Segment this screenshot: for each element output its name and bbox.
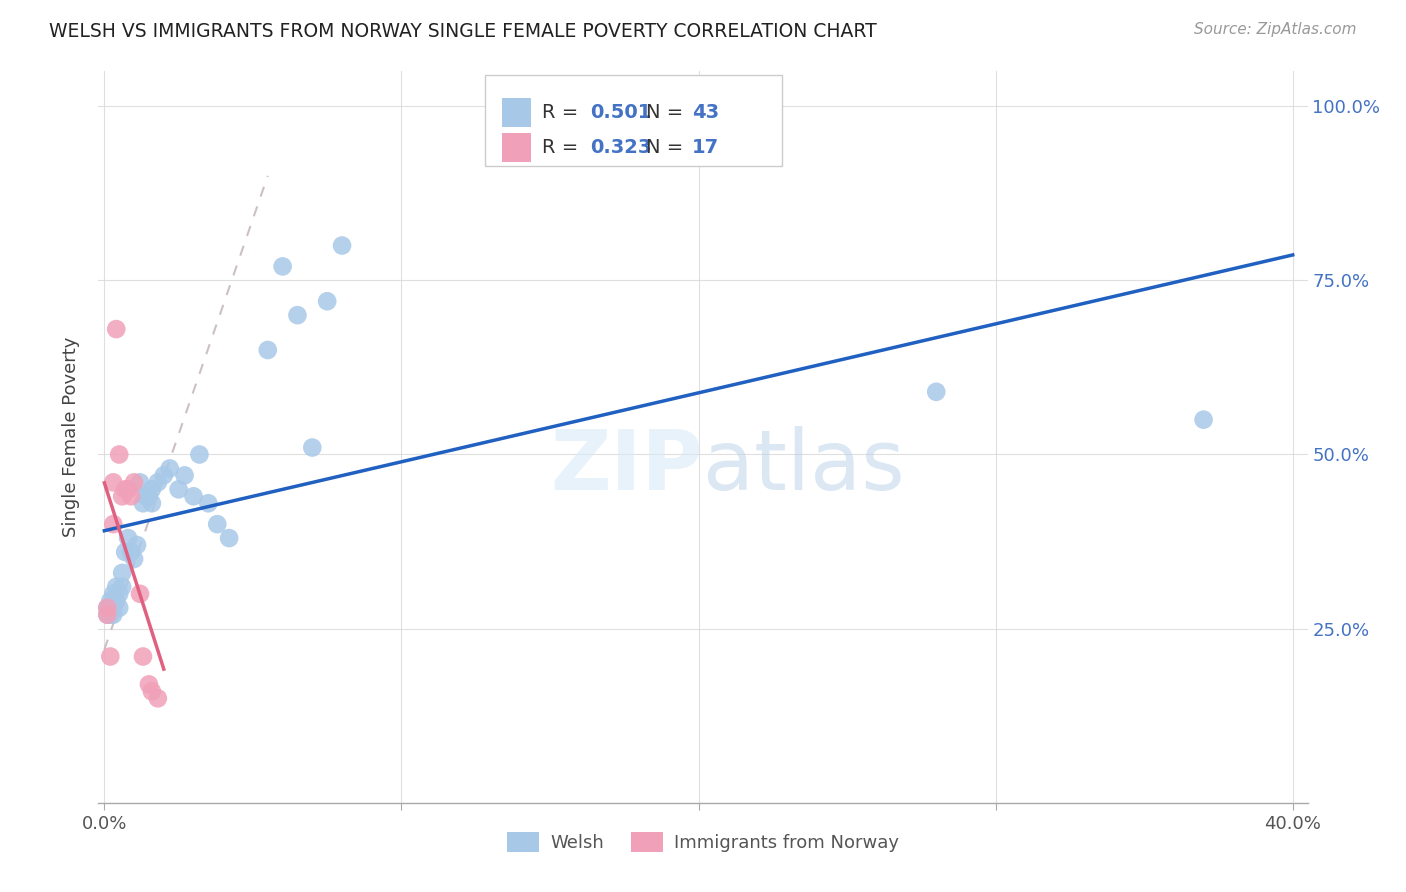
- Text: ZIP: ZIP: [551, 425, 703, 507]
- FancyBboxPatch shape: [485, 75, 782, 167]
- Text: R =: R =: [543, 138, 585, 157]
- Point: [129, 587, 152, 601]
- Point: [1192, 412, 1215, 426]
- Point: [122, 475, 145, 490]
- Text: R =: R =: [543, 103, 585, 122]
- Point: [287, 308, 309, 322]
- Text: atlas: atlas: [703, 425, 904, 507]
- FancyBboxPatch shape: [502, 98, 531, 127]
- Y-axis label: Single Female Poverty: Single Female Poverty: [62, 337, 80, 537]
- Point: [105, 580, 128, 594]
- Text: 0.323: 0.323: [591, 138, 652, 157]
- Point: [167, 483, 190, 497]
- Point: [125, 538, 148, 552]
- Point: [141, 483, 163, 497]
- FancyBboxPatch shape: [502, 133, 531, 162]
- Text: N =: N =: [647, 138, 690, 157]
- Point: [111, 580, 134, 594]
- Point: [105, 594, 128, 608]
- Point: [316, 294, 339, 309]
- Text: WELSH VS IMMIGRANTS FROM NORWAY SINGLE FEMALE POVERTY CORRELATION CHART: WELSH VS IMMIGRANTS FROM NORWAY SINGLE F…: [49, 22, 877, 41]
- Text: N =: N =: [647, 103, 690, 122]
- Text: 43: 43: [692, 103, 720, 122]
- Point: [138, 489, 160, 503]
- Point: [111, 566, 134, 580]
- Point: [96, 607, 118, 622]
- Point: [96, 600, 118, 615]
- Point: [301, 441, 323, 455]
- Text: 17: 17: [692, 138, 720, 157]
- Point: [925, 384, 948, 399]
- Point: [108, 600, 131, 615]
- Point: [330, 238, 353, 252]
- Point: [108, 587, 131, 601]
- Point: [159, 461, 181, 475]
- Point: [114, 483, 136, 497]
- Point: [146, 691, 169, 706]
- Point: [122, 552, 145, 566]
- Point: [111, 489, 134, 503]
- Point: [103, 600, 125, 615]
- Point: [117, 531, 139, 545]
- Point: [132, 496, 155, 510]
- Point: [197, 496, 219, 510]
- Point: [103, 475, 125, 490]
- Point: [152, 468, 174, 483]
- Point: [96, 600, 118, 615]
- Point: [146, 475, 169, 490]
- Point: [108, 448, 131, 462]
- Text: 0.501: 0.501: [591, 103, 652, 122]
- Point: [256, 343, 278, 357]
- Point: [120, 545, 142, 559]
- Point: [188, 448, 211, 462]
- Legend: Welsh, Immigrants from Norway: Welsh, Immigrants from Norway: [499, 824, 907, 860]
- Point: [103, 587, 125, 601]
- Point: [105, 322, 128, 336]
- Point: [96, 607, 118, 622]
- Point: [98, 600, 121, 615]
- Point: [98, 594, 121, 608]
- Point: [271, 260, 294, 274]
- Point: [138, 677, 160, 691]
- Point: [218, 531, 240, 545]
- Point: [117, 483, 139, 497]
- Point: [141, 684, 163, 698]
- Point: [135, 489, 157, 503]
- Point: [98, 607, 121, 622]
- Point: [132, 649, 155, 664]
- Point: [120, 489, 142, 503]
- Point: [103, 607, 125, 622]
- Point: [207, 517, 229, 532]
- Point: [103, 517, 125, 532]
- Point: [98, 649, 121, 664]
- Point: [129, 475, 152, 490]
- Point: [114, 545, 136, 559]
- Point: [173, 468, 195, 483]
- Text: Source: ZipAtlas.com: Source: ZipAtlas.com: [1194, 22, 1357, 37]
- Point: [183, 489, 205, 503]
- Point: [141, 496, 163, 510]
